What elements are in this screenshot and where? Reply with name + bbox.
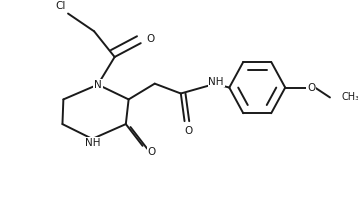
- Text: CH₃: CH₃: [341, 92, 358, 103]
- Text: N: N: [94, 80, 102, 90]
- Text: O: O: [148, 147, 156, 157]
- Text: NH: NH: [84, 138, 100, 148]
- Text: O: O: [307, 83, 315, 93]
- Text: Cl: Cl: [55, 1, 66, 11]
- Text: NH: NH: [208, 77, 224, 87]
- Text: O: O: [184, 126, 192, 136]
- Text: O: O: [146, 34, 154, 44]
